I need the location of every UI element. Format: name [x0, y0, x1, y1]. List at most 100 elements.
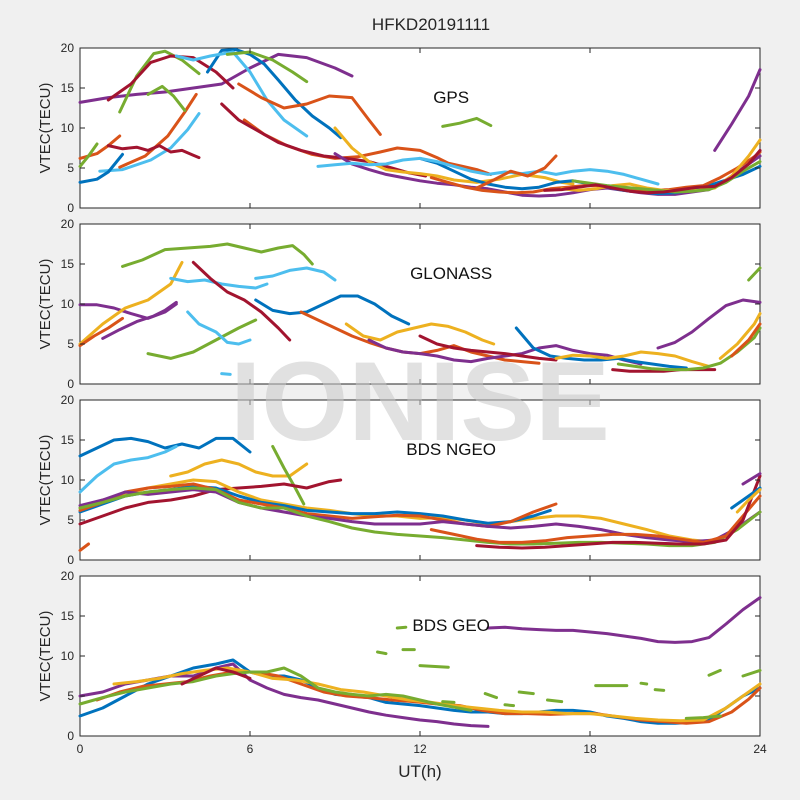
x-tick-label: 0	[77, 742, 84, 756]
series-line-16	[514, 326, 688, 370]
series-line-24	[543, 148, 762, 195]
series-line-6	[78, 666, 473, 712]
series-line-5	[78, 316, 124, 348]
y-tick-label: 15	[61, 609, 75, 623]
panel-label: GLONASS	[410, 264, 492, 283]
series-line-6	[101, 300, 178, 340]
series-line-7	[237, 82, 382, 136]
series-line-9	[98, 112, 201, 173]
panel-glonass: 0 5 10 15 20 VTEC(TECU) GLONASS	[37, 217, 762, 391]
panel-gps: 0 5 10 15 20 VTEC(TECU) GPS	[37, 41, 762, 215]
series-line-3	[106, 54, 235, 102]
y-tick-label: 15	[61, 433, 75, 447]
panel-bds-ngeo: 0 5 10 15 20 VTEC(TECU) BDS NGEO	[37, 393, 762, 567]
series-line-15	[418, 334, 558, 362]
series-fragment-4	[418, 664, 450, 669]
series-fragment-13	[503, 703, 515, 708]
y-axis-label: VTEC(TECU)	[37, 259, 54, 350]
series-line-11	[429, 494, 762, 544]
y-tick-label: 0	[67, 201, 74, 215]
series-line-22	[730, 322, 762, 358]
y-tick-label: 15	[61, 257, 75, 271]
y-tick-label: 20	[61, 393, 75, 407]
panel-bds-geo: 0 5 10 15 20 0 6 12 18 24 VTEC(TECU) BDS GEO	[37, 569, 767, 756]
panel-label: BDS NGEO	[406, 440, 496, 459]
series-line-13	[741, 472, 762, 486]
series-fragment-5	[483, 692, 498, 700]
series-line-25	[713, 68, 762, 152]
series-fragment-11	[707, 668, 722, 677]
series-line-9	[741, 668, 762, 678]
series-line-20	[656, 298, 762, 350]
watermark-text: IONISE	[230, 339, 610, 464]
series-line-13	[344, 322, 496, 346]
series-line-9	[146, 318, 258, 360]
series-line-14	[146, 84, 187, 112]
series-line-26	[441, 116, 493, 128]
y-axis-label: VTEC(TECU)	[37, 611, 54, 702]
x-axis-label: UT(h)	[398, 762, 441, 781]
series-line-21	[718, 312, 762, 360]
series-line-11	[78, 152, 124, 184]
series-line-3	[78, 658, 762, 725]
series-line-2	[254, 266, 337, 282]
series-line-1	[121, 242, 314, 268]
series-line-16	[220, 102, 428, 178]
series-line-1	[486, 596, 762, 644]
x-tick-label: 12	[413, 742, 427, 756]
series-line-15	[78, 142, 99, 168]
y-tick-label: 0	[67, 553, 74, 567]
series-line-14	[367, 338, 643, 366]
y-tick-label: 5	[67, 513, 74, 527]
series-line-24	[220, 372, 232, 376]
y-tick-label: 0	[67, 377, 74, 391]
y-tick-label: 0	[67, 729, 74, 743]
series-line-20	[316, 156, 660, 186]
series-line-8	[684, 714, 722, 720]
series-line-7	[169, 276, 269, 290]
series-line-3	[169, 458, 309, 478]
series-fragment-12	[441, 700, 456, 704]
series-line-10	[186, 310, 252, 346]
series-line-19	[616, 326, 762, 372]
series-fragment-1	[376, 650, 388, 656]
series-line-4	[206, 48, 343, 140]
series-line-8	[191, 260, 292, 342]
series-line-15	[735, 488, 762, 514]
y-tick-label: 5	[67, 161, 74, 175]
series-line-12	[475, 474, 762, 550]
series-line-2	[78, 444, 178, 494]
series-line-17	[333, 126, 575, 186]
y-tick-label: 10	[61, 297, 75, 311]
series-line-10	[118, 92, 198, 169]
y-axis-label: VTEC(TECU)	[37, 83, 54, 174]
series-line-27	[475, 154, 558, 190]
y-tick-label: 10	[61, 121, 75, 135]
x-tick-label: 18	[583, 742, 597, 756]
series-fragment-3	[395, 625, 408, 630]
series-fragment-10	[653, 688, 666, 692]
series-fragment-9	[639, 681, 649, 686]
series-line-11	[254, 294, 411, 326]
y-tick-label: 5	[67, 337, 74, 351]
panel-label: GPS	[433, 88, 469, 107]
y-tick-label: 10	[61, 649, 75, 663]
series-fragment-6	[517, 690, 535, 696]
series-line-4	[271, 444, 306, 506]
plot-frame	[79, 223, 761, 385]
series-line-14	[730, 486, 762, 510]
plot-frame	[79, 575, 761, 737]
panels-group: 0 5 10 15 20 VTEC(TECU) GPS 0 5 10 15 20 VTEC(TECU) G…	[37, 41, 767, 756]
y-tick-label: 20	[61, 217, 75, 231]
series-line-13	[106, 144, 201, 160]
panel-label: BDS GEO	[412, 616, 489, 635]
series-line-4	[78, 260, 184, 346]
x-tick-label: 24	[753, 742, 767, 756]
series-line-7	[180, 666, 252, 686]
x-tick-label: 6	[247, 742, 254, 756]
series-line-17	[554, 350, 711, 368]
series-line-1	[78, 436, 252, 458]
y-tick-label: 20	[61, 41, 75, 55]
y-axis-label: VTEC(TECU)	[37, 435, 54, 526]
